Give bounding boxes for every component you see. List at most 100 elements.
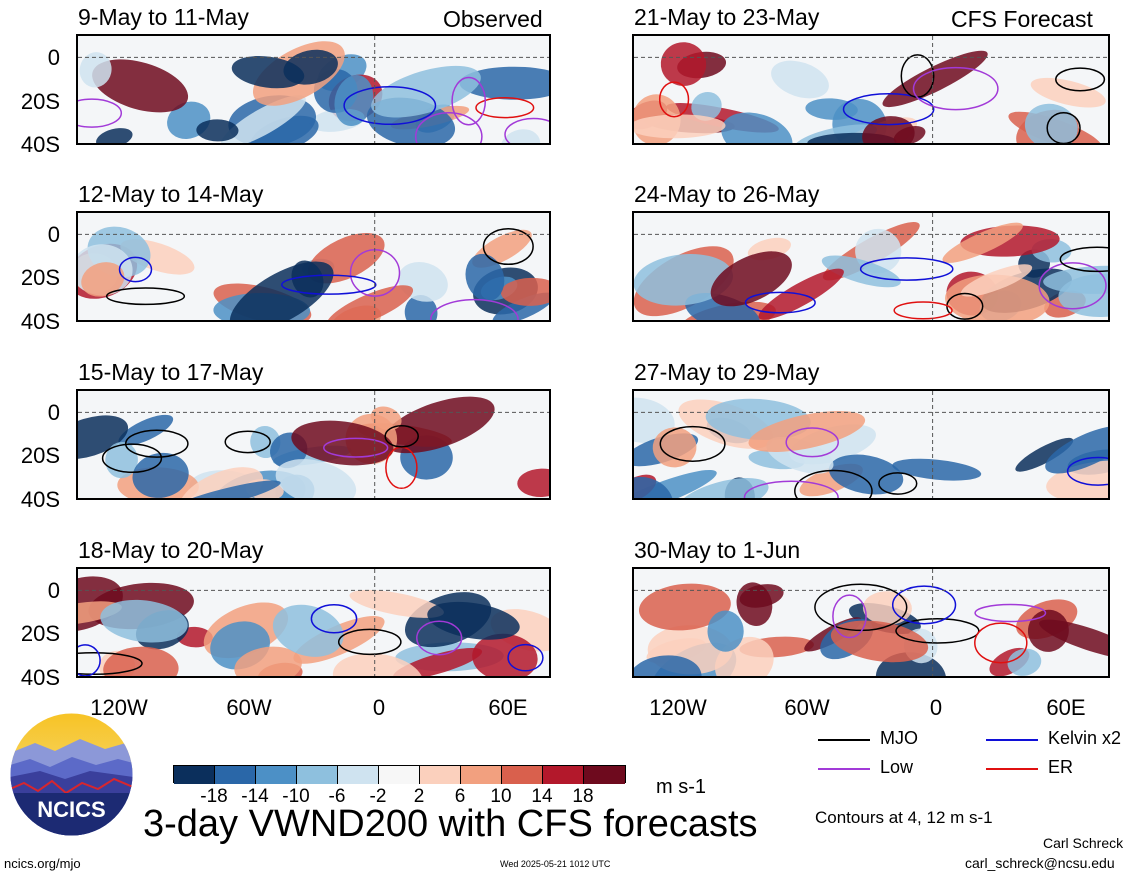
wave-contour <box>659 425 726 462</box>
colorbar-label: 6 <box>454 786 466 807</box>
legend-line-low <box>818 768 870 770</box>
author-email[interactable]: carl_schreck@ncsu.edu <box>965 855 1115 871</box>
anomaly-blob <box>272 604 344 657</box>
y-tick: 40S <box>20 132 60 157</box>
legend-label-kelvin: Kelvin x2 <box>1048 728 1122 748</box>
wave-contour <box>785 427 839 458</box>
wave-contour <box>310 603 358 634</box>
anomaly-blob <box>882 50 988 108</box>
wave-contour <box>224 430 271 454</box>
y-tick: 0 <box>47 222 60 247</box>
map-panel <box>632 34 1110 145</box>
colorbar-cell <box>420 766 461 784</box>
map-field <box>78 391 549 498</box>
colorbar-label: -2 <box>369 786 387 807</box>
y-tick: 0 <box>47 578 60 603</box>
colorbar-cell <box>543 766 584 784</box>
y-tick: 20S <box>20 265 60 290</box>
site-link[interactable]: ncics.org/mjo <box>4 856 81 871</box>
ncics-logo: NCICS <box>10 713 133 836</box>
anomaly-blob <box>103 646 179 676</box>
author-name: Carl Schreck <box>1043 835 1124 851</box>
anomaly-blob <box>710 251 792 307</box>
wave-contour <box>893 301 953 320</box>
anomaly-blob <box>500 129 541 143</box>
y-tick: 40S <box>20 487 60 512</box>
map-field <box>634 213 1108 320</box>
colorbar-label: 14 <box>531 786 553 807</box>
anomaly-blob <box>1007 648 1042 676</box>
anomaly-blob <box>291 420 394 466</box>
anomaly-blob <box>132 452 189 498</box>
contours-note: Contours at 4, 12 m s-1 <box>815 808 993 827</box>
wave-contour <box>895 618 980 644</box>
anomaly-blob <box>234 646 302 676</box>
wave-contour <box>832 594 867 639</box>
x-tick: 120W <box>649 695 707 720</box>
anomaly-blob <box>275 459 357 498</box>
wave-contour <box>78 651 143 676</box>
anomaly-blob <box>334 75 374 126</box>
anomaly-blob <box>100 599 188 643</box>
y-tick: 40S <box>20 665 60 690</box>
legend-line-er <box>986 768 1038 770</box>
anomaly-blob <box>459 66 549 100</box>
map-field <box>78 36 549 143</box>
logo-text: NCICS <box>37 797 105 822</box>
wave-contour <box>475 97 535 119</box>
wave-contour <box>101 443 163 474</box>
map-panel <box>76 34 551 145</box>
colorbar-labels: -18 -14 -10 -6 -2 2 6 10 14 18 <box>173 786 626 810</box>
colorbar-cell <box>215 766 256 784</box>
wave-contour <box>842 93 935 126</box>
anomaly-blob <box>634 476 674 498</box>
wave-contour <box>878 472 918 495</box>
wave-contour <box>78 98 123 128</box>
anomaly-blob <box>196 119 239 142</box>
wave-contour <box>482 227 534 266</box>
wave-contour <box>1046 111 1081 143</box>
anomaly-blob <box>81 262 125 297</box>
anomaly-blob <box>92 59 189 113</box>
anomaly-blob <box>707 610 744 652</box>
panel-title: 12-May to 14-May <box>78 181 264 207</box>
colorbar-cell <box>256 766 297 784</box>
timestamp: Wed 2025-05-21 1012 UTC <box>500 859 611 869</box>
y-tick: 20S <box>20 89 60 114</box>
anomaly-blob <box>231 55 305 89</box>
anomaly-blob <box>1045 425 1108 474</box>
map-field <box>78 569 549 676</box>
wave-contour <box>507 643 544 672</box>
anomaly-blob <box>660 42 707 87</box>
wave-contour <box>912 66 999 111</box>
anomaly-blob <box>332 653 424 676</box>
anomaly-blob <box>349 589 444 618</box>
anomaly-blob <box>1030 77 1106 108</box>
colorbar-cell <box>297 766 338 784</box>
anomaly-blob <box>118 414 174 446</box>
colorbar-unit: m s-1 <box>656 776 706 798</box>
anomaly-blob <box>1024 103 1078 143</box>
anomaly-blob <box>892 458 982 481</box>
x-tick: 60W <box>784 695 830 720</box>
wave-contour <box>1059 246 1108 273</box>
panel-title: 9-May to 11-May <box>78 4 249 30</box>
colorbar-cell <box>584 766 625 784</box>
wave-contour <box>416 620 463 656</box>
colorbar-cell <box>338 766 379 784</box>
map-panel <box>76 567 551 678</box>
x-tick: 0 <box>929 695 943 720</box>
anomaly-blob <box>1015 437 1074 472</box>
x-tick: 60W <box>226 695 272 720</box>
colorbar-label: -10 <box>282 786 310 807</box>
legend-line-mjo <box>818 739 870 741</box>
wave-contour <box>743 480 839 498</box>
map-panel <box>632 389 1110 500</box>
colorbar-label: 10 <box>490 786 512 807</box>
wave-contour <box>429 298 519 320</box>
anomaly-blob <box>862 116 915 143</box>
map-panel <box>76 211 551 322</box>
anomaly-blob <box>229 261 334 320</box>
anomaly-blob <box>326 285 414 320</box>
colorbar-label: 18 <box>572 786 594 807</box>
